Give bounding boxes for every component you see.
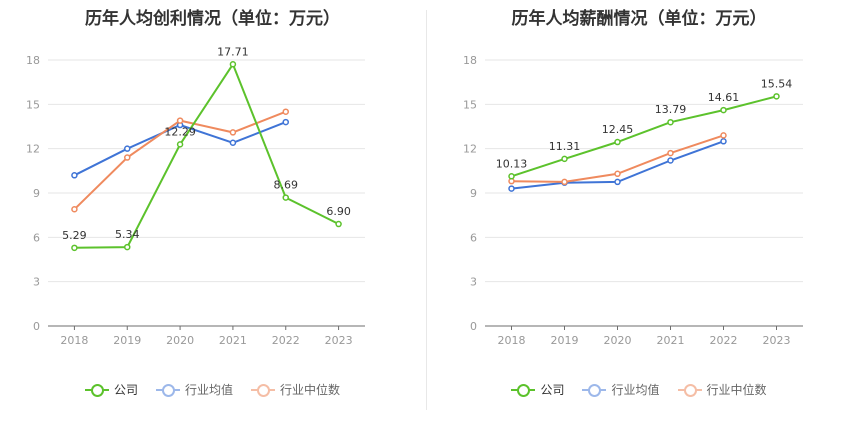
data-point-median	[229, 129, 237, 136]
y-tick-label: 3	[470, 276, 477, 289]
legend-item-company[interactable]: 公司	[511, 381, 564, 398]
x-tick-label: 2021	[219, 334, 247, 347]
legend-avg-icon	[155, 383, 180, 397]
legend-item-median[interactable]: 行业中位数	[251, 381, 340, 398]
chart-panel-right: 历年人均薪酬情况（单位：万元） 0 3 6 9 12 15 18 2018 2019 2020 20…	[428, 0, 850, 437]
y-tick-label: 18	[26, 54, 40, 67]
y-tick-label: 9	[33, 187, 40, 200]
data-label: 17.71	[217, 45, 249, 58]
x-tick-label: 2020	[604, 334, 632, 347]
legend-item-avg[interactable]: 行业均值	[582, 381, 660, 398]
y-tick-label: 6	[33, 231, 40, 244]
y-tick-label: 9	[470, 187, 477, 200]
series-line-company	[511, 95, 777, 178]
x-tick-label: 2020	[166, 334, 194, 347]
data-point-company	[229, 61, 237, 68]
y-tick-label: 18	[463, 54, 477, 67]
data-point-avg	[720, 138, 727, 145]
data-label: 14.61	[708, 91, 740, 104]
y-tick-label: 0	[470, 320, 477, 333]
legend-item-median[interactable]: 行业中位数	[677, 381, 767, 398]
chart-title: 历年人均薪酬情况（单位：万元）	[511, 9, 767, 29]
data-point-median	[282, 108, 289, 115]
panel-divider	[426, 10, 427, 410]
x-tick-label: 2023	[763, 334, 791, 347]
data-label: 12.29	[164, 125, 196, 138]
data-point-avg	[614, 178, 621, 186]
data-point-median	[561, 178, 568, 186]
legend-company-icon	[84, 383, 109, 397]
legend: 公司 行业均值 行业中位数	[0, 381, 425, 398]
y-tick-label: 6	[470, 231, 477, 244]
x-tick-label: 2022	[710, 334, 738, 347]
x-tick-label: 2018	[60, 334, 88, 347]
x-tick-label: 2022	[272, 334, 300, 347]
series-line-company	[74, 62, 340, 249]
legend-median-icon	[251, 383, 275, 397]
legend-label: 行业中位数	[706, 383, 767, 397]
data-point-company	[614, 138, 621, 146]
data-point-median	[71, 206, 78, 213]
data-point-median	[614, 170, 621, 178]
legend-label: 行业均值	[611, 383, 660, 397]
data-label: 12.45	[602, 123, 634, 136]
legend-avg-icon	[582, 383, 607, 397]
data-point-company	[176, 141, 184, 148]
data-point-avg	[667, 157, 674, 164]
data-point-company	[335, 220, 342, 228]
legend: 公司 行业均值 行业中位数	[428, 381, 850, 398]
data-point-company	[720, 106, 727, 114]
legend-item-company[interactable]: 公司	[84, 381, 138, 398]
x-tick-label: 2023	[325, 334, 353, 347]
data-point-company	[282, 194, 289, 201]
data-point-company	[561, 155, 568, 163]
chart-panel-left: 历年人均创利情况（单位：万元） 0 3 6 9 12 15 18 2018 2019 2020 20…	[0, 9, 425, 398]
data-point-avg	[282, 118, 289, 126]
data-label: 15.54	[761, 77, 793, 90]
data-point-avg	[124, 145, 131, 152]
legend-item-avg[interactable]: 行业均值	[155, 381, 233, 398]
chart-title: 历年人均创利情况（单位：万元）	[85, 9, 340, 29]
data-label: 5.29	[62, 229, 87, 242]
y-tick-label: 15	[26, 98, 40, 111]
data-label: 5.34	[115, 228, 140, 241]
data-point-company	[773, 93, 780, 100]
data-point-avg	[229, 139, 237, 147]
data-point-company	[667, 118, 674, 126]
data-point-median	[124, 154, 131, 161]
data-point-company	[71, 244, 78, 252]
legend-label: 公司	[540, 383, 565, 397]
data-label: 10.13	[496, 157, 528, 170]
data-point-median	[720, 132, 727, 139]
y-tick-label: 3	[33, 276, 40, 289]
y-tick-label: 15	[463, 98, 477, 111]
data-label: 6.90	[326, 205, 351, 218]
line-chart-profit: 0 3 6 9 12 15 18 2018 2019 2020 2021 2022 2023 5.29 5.…	[26, 45, 365, 347]
x-tick-label: 2019	[113, 334, 141, 347]
data-point-avg	[508, 185, 515, 192]
x-tick-label: 2021	[657, 334, 685, 347]
legend-median-icon	[677, 383, 702, 397]
line-chart-salary: 0 3 6 9 12 15 18 2018 2019 2020 2021 2022 2023 10.13 1…	[463, 54, 803, 347]
y-tick-label: 12	[463, 143, 477, 156]
legend-label: 行业中位数	[280, 383, 341, 397]
data-point-median	[176, 117, 184, 124]
data-point-company	[508, 173, 515, 180]
y-tick-label: 0	[33, 320, 40, 333]
y-tick-label: 12	[26, 143, 40, 156]
data-label: 13.79	[655, 103, 687, 116]
x-tick-label: 2018	[498, 334, 526, 347]
data-point-company	[124, 243, 131, 251]
legend-label: 公司	[113, 383, 138, 397]
data-point-avg	[71, 172, 78, 179]
data-point-median	[667, 149, 674, 157]
legend-company-icon	[511, 383, 536, 397]
data-label: 11.31	[549, 140, 581, 153]
data-label: 8.69	[274, 179, 299, 192]
legend-label: 行业均值	[184, 383, 233, 397]
x-tick-label: 2019	[551, 334, 579, 347]
